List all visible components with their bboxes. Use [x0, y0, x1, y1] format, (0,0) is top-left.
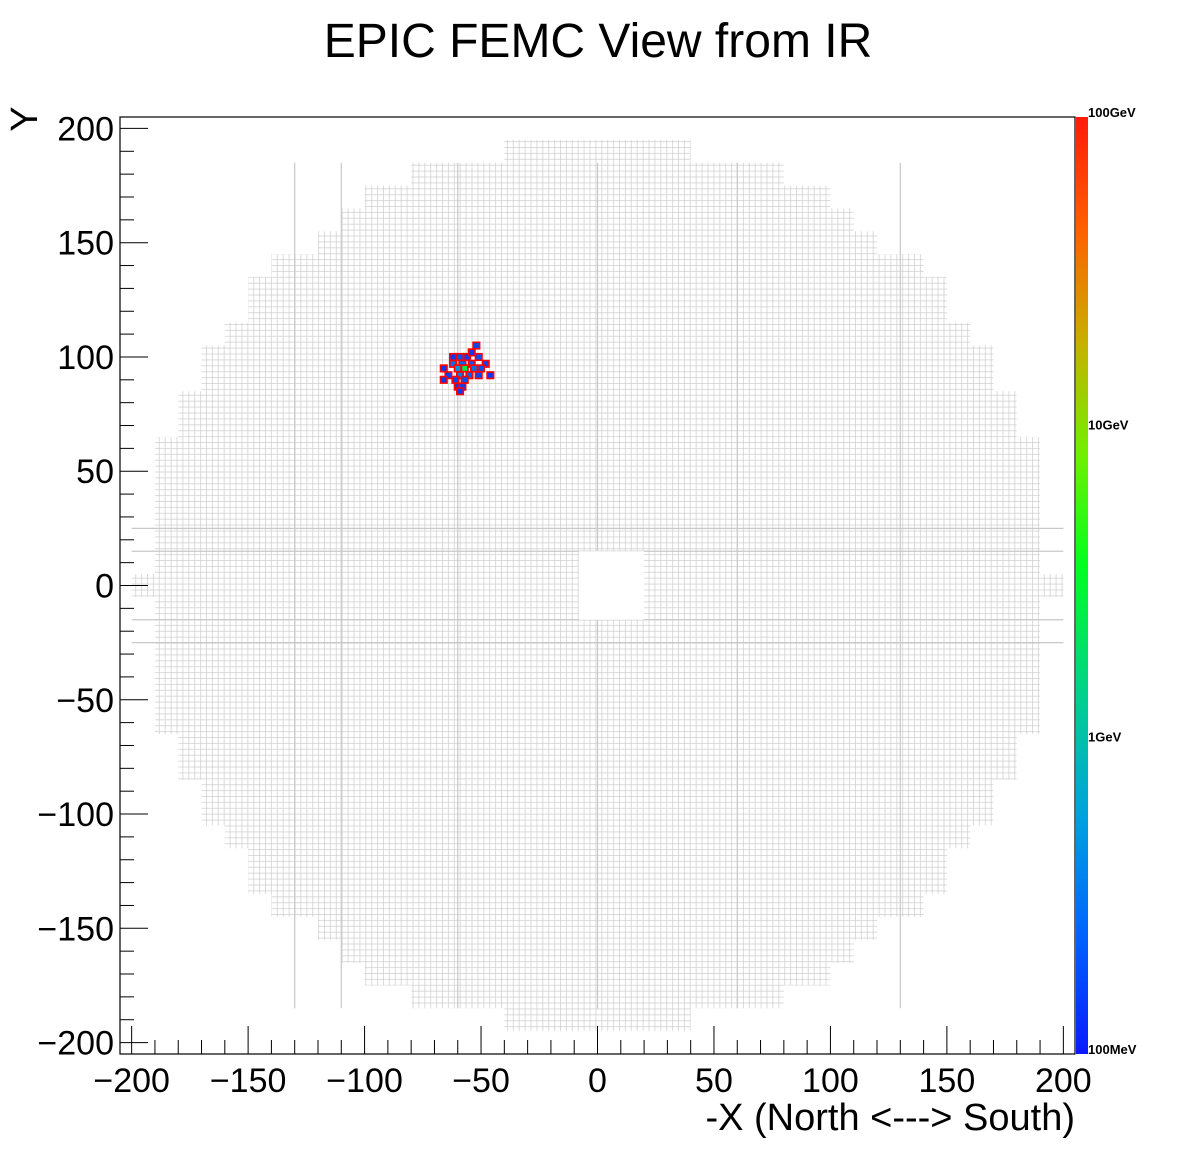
hit-tower: [460, 375, 469, 384]
hit-tower: [460, 364, 469, 373]
detector-tower-grid: [131, 139, 1064, 1032]
hit-tower: [449, 359, 458, 368]
hit-tower: [439, 364, 448, 373]
hit-tower: [474, 352, 483, 362]
hit-tower: [453, 364, 462, 373]
y-axis: 200 150 100 50 0 −50 −100 −150 −200: [37, 110, 148, 1063]
x-axis: −200 −150 −100 −50 0 50 100 150 200: [93, 1026, 1092, 1100]
hit-tower: [449, 352, 458, 362]
y-tick-label: −150: [37, 910, 114, 948]
x-tick-label: −200: [93, 1062, 170, 1100]
y-tick-label: −200: [37, 1025, 114, 1063]
x-tick-label: −100: [326, 1062, 403, 1100]
x-tick-label: −50: [452, 1062, 510, 1100]
color-bar-labels: 100GeV 10GeV 1GeV 100MeV: [1088, 105, 1137, 1057]
tower-row-band: [504, 1008, 691, 1032]
x-tick-label: 0: [588, 1062, 607, 1100]
y-tick-label: 200: [57, 110, 114, 148]
hit-tower: [465, 371, 474, 380]
hit-tower: [469, 364, 479, 373]
hit-tower: [456, 387, 465, 396]
beam-pipe-hole: [578, 551, 645, 620]
hit-tower: [444, 371, 453, 380]
color-bar-label: 100GeV: [1088, 105, 1136, 120]
x-tick-label: −150: [210, 1062, 287, 1100]
x-tick-label: 50: [695, 1062, 733, 1100]
hit-tower: [456, 352, 465, 362]
hit-tower: [486, 371, 495, 380]
hit-tower: [439, 375, 448, 384]
hit-tower: [467, 348, 476, 357]
hit-tower: [472, 341, 481, 350]
y-axis-title: Y: [4, 106, 46, 131]
y-tick-label: −100: [37, 796, 114, 834]
y-tick-label: 100: [57, 339, 114, 377]
x-tick-label: 150: [919, 1062, 976, 1100]
color-bar-label: 10GeV: [1088, 417, 1129, 432]
color-bar-label: 100MeV: [1088, 1042, 1137, 1057]
hit-tower: [451, 375, 460, 384]
x-tick-label: 200: [1035, 1062, 1092, 1100]
hit-cluster: [439, 341, 495, 396]
x-tick-label: 100: [802, 1062, 859, 1100]
x-axis-title: -X (North <---> South): [705, 1097, 1075, 1139]
color-bar-label: 1GeV: [1088, 730, 1122, 745]
hit-tower: [476, 364, 486, 373]
hit-tower: [474, 371, 483, 380]
y-tick-label: 150: [57, 225, 114, 263]
y-tick-label: 0: [95, 568, 114, 606]
y-tick-label: −50: [56, 682, 114, 720]
hit-tower: [463, 352, 472, 362]
chart-title: EPIC FEMC View from IR: [323, 15, 873, 68]
hit-tower: [456, 371, 465, 380]
tower-row-band: [504, 139, 691, 163]
hit-tower: [481, 359, 490, 368]
color-bar: [1076, 117, 1088, 1054]
y-tick-label: 50: [76, 453, 114, 491]
